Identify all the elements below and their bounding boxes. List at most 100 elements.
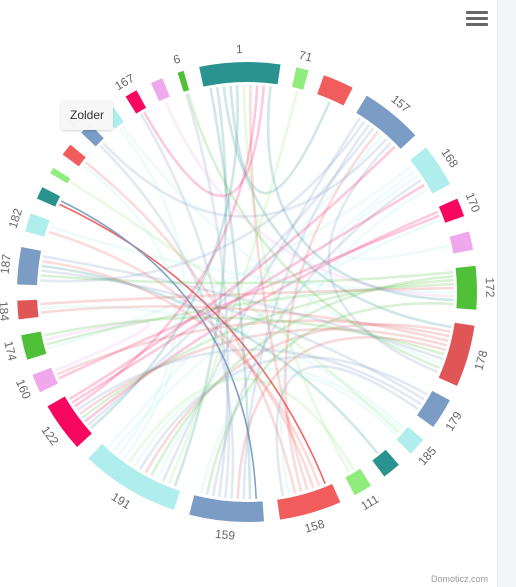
node-158[interactable] <box>277 484 341 520</box>
link-178-191[interactable] <box>144 323 451 474</box>
node-71[interactable] <box>292 67 309 90</box>
link-n-pink-b-172[interactable] <box>164 101 455 298</box>
link-167-1[interactable] <box>143 85 266 198</box>
link-182-172[interactable] <box>50 225 455 294</box>
node-n-green-a[interactable] <box>50 167 71 184</box>
node-n-pink-b[interactable] <box>150 78 170 102</box>
node-182[interactable] <box>25 213 50 237</box>
node-6[interactable] <box>177 70 190 92</box>
node-172[interactable] <box>455 265 477 310</box>
credits-link[interactable]: Domoticz.com <box>430 574 488 584</box>
node-167[interactable] <box>125 90 147 114</box>
link-122-168[interactable] <box>71 183 425 404</box>
link-179-187[interactable] <box>40 269 425 401</box>
link-187-178[interactable] <box>42 255 444 361</box>
link-1-172[interactable] <box>266 86 454 302</box>
link-179-122[interactable] <box>76 348 422 412</box>
link-168-191[interactable] <box>156 169 416 480</box>
node-157[interactable] <box>356 95 416 149</box>
node-n-red-a[interactable] <box>317 75 353 106</box>
node-174[interactable] <box>21 331 47 360</box>
link-n-red-b-158[interactable] <box>84 161 297 494</box>
link-159-167[interactable] <box>139 113 231 499</box>
node-185[interactable] <box>396 426 424 454</box>
link-157-178[interactable] <box>327 141 439 374</box>
link-71-191[interactable] <box>167 90 299 485</box>
link-1-n-red-a[interactable] <box>229 85 331 195</box>
link-174-178[interactable] <box>44 316 445 356</box>
link-n-teal-a-187[interactable] <box>41 264 379 454</box>
link-1-178[interactable] <box>222 86 452 329</box>
node-187[interactable] <box>17 247 42 286</box>
link-172-174[interactable] <box>46 282 454 346</box>
link-158-182[interactable] <box>48 230 315 489</box>
node-111[interactable] <box>345 468 371 496</box>
link-172-122[interactable] <box>81 278 454 419</box>
link-178-160[interactable] <box>56 319 450 376</box>
node-n-red-b[interactable] <box>62 144 86 167</box>
link-172-159[interactable] <box>205 302 454 496</box>
link-160-174[interactable] <box>45 320 151 372</box>
link-158-1[interactable] <box>249 84 309 491</box>
link-1-159[interactable] <box>209 87 252 500</box>
node-label-179: 179 <box>442 409 465 434</box>
link-n-green-a-185[interactable] <box>70 181 400 434</box>
link-178-184[interactable] <box>40 305 449 343</box>
link-168-174[interactable] <box>47 165 413 350</box>
node-Zolder[interactable] <box>36 187 61 207</box>
node-170[interactable] <box>438 198 465 223</box>
link-159-6[interactable] <box>185 93 230 498</box>
link-122-1[interactable] <box>73 85 259 408</box>
link-158-187[interactable] <box>42 259 321 487</box>
link-185-159[interactable] <box>199 374 398 495</box>
link-157-122[interactable] <box>87 127 375 426</box>
link-Zolder-159[interactable] <box>60 200 257 499</box>
link-172-187[interactable] <box>40 271 454 285</box>
link-189-157[interactable] <box>102 138 388 218</box>
link-1-191[interactable] <box>173 87 228 487</box>
node-n-teal-a[interactable] <box>372 449 399 477</box>
link-170-122[interactable] <box>84 210 439 423</box>
link-185-191[interactable] <box>133 367 403 467</box>
link-168-n-pink-a[interactable] <box>338 174 450 261</box>
node-191[interactable] <box>88 444 181 510</box>
link-179-158[interactable] <box>275 365 419 497</box>
link-191-n-cyan-a[interactable] <box>118 128 186 460</box>
link-Zolder-158[interactable] <box>59 203 326 485</box>
link-178-159[interactable] <box>236 336 447 499</box>
link-157-191[interactable] <box>161 117 361 482</box>
link-111-1[interactable] <box>242 84 351 473</box>
link-157-187[interactable] <box>40 120 366 283</box>
node-184[interactable] <box>17 299 39 320</box>
link-185-184[interactable] <box>40 305 405 429</box>
link-184-172[interactable] <box>40 286 455 306</box>
node-178[interactable] <box>438 322 475 386</box>
link-111-191[interactable] <box>128 377 355 470</box>
link-172-191[interactable] <box>150 275 454 477</box>
link-n-cyan-a-178[interactable] <box>121 125 442 365</box>
link-1-122[interactable] <box>90 85 239 430</box>
node-168[interactable] <box>410 147 451 194</box>
node-160[interactable] <box>32 367 59 393</box>
link-6-178[interactable] <box>186 93 441 370</box>
link-122-157[interactable] <box>69 145 396 401</box>
link-168-158[interactable] <box>279 188 428 495</box>
node-n-pink-a[interactable] <box>449 231 474 254</box>
link-191-n-red-b[interactable] <box>82 164 177 456</box>
link-158-157[interactable] <box>284 130 379 493</box>
node-label-71: 71 <box>297 48 314 65</box>
link-178-122[interactable] <box>78 327 448 416</box>
node-label-185: 185 <box>415 444 439 468</box>
node-179[interactable] <box>417 390 450 427</box>
link-157-159[interactable] <box>242 123 370 500</box>
link-179-191[interactable] <box>138 355 428 470</box>
hamburger-menu-icon[interactable] <box>466 11 488 29</box>
link-159-189[interactable] <box>99 144 235 499</box>
link-159-168[interactable] <box>211 179 422 497</box>
link-191-170[interactable] <box>112 218 442 452</box>
node-122[interactable] <box>47 396 92 448</box>
node-1[interactable] <box>199 62 281 87</box>
node-159[interactable] <box>189 495 264 523</box>
link-170-160[interactable] <box>58 214 440 380</box>
link-191-157[interactable] <box>107 134 384 448</box>
